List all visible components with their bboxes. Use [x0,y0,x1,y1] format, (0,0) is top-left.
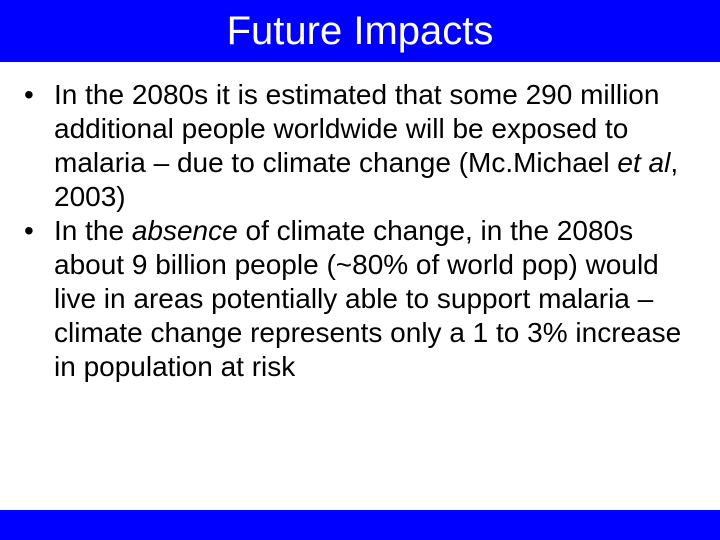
bullet-item: • In the absence of climate change, in t… [24,214,704,384]
slide-title: Future Impacts [226,9,494,53]
bullet-text-segment: of climate change, in the 2080s about 9 … [54,215,682,382]
title-bar: Future Impacts [0,0,720,62]
footer-bar [0,510,720,540]
bullet-text-segment: , 2003) [54,147,679,212]
bullet-marker: • [24,215,34,246]
bullet-text-italic: absence [131,215,238,246]
bullet-text-segment: In the [54,215,132,246]
bullet-marker: • [24,79,34,110]
bullet-item: • In the 2080s it is estimated that some… [24,78,704,214]
bullet-text-italic: et al [617,147,671,178]
bullet-list: • In the 2080s it is estimated that some… [24,78,704,384]
bullet-text-segment: In the 2080s it is estimated that some 2… [54,79,660,178]
bullet-text: In the absence of climate change, in the… [54,214,704,384]
bullet-text: In the 2080s it is estimated that some 2… [54,78,704,214]
